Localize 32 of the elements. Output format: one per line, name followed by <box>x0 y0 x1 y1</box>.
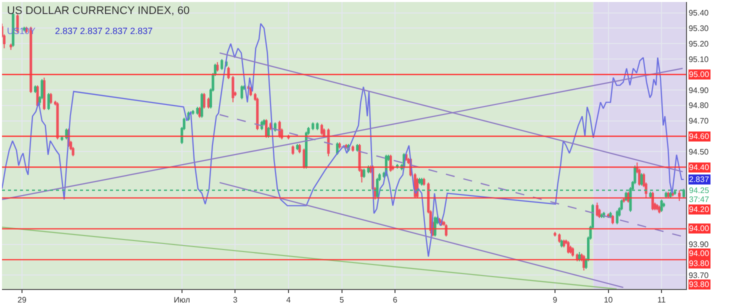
ref-line-label: 94.20 <box>689 205 710 214</box>
x-tick-label: 6 <box>392 296 398 305</box>
text: 93.80 <box>689 280 710 289</box>
ref-line-label: 93.80 <box>689 259 710 268</box>
y-tick-label: 94.70 <box>688 116 710 126</box>
ref-line-label: 94.00 <box>689 224 710 233</box>
ref-line-label: 95.00 <box>689 70 710 79</box>
x-tick-label: 10 <box>604 296 614 305</box>
chart-title: US DOLLAR CURRENCY INDEX, 60 <box>7 5 190 17</box>
ref-line-label: 94.40 <box>689 163 710 172</box>
y-tick-label: 94.90 <box>688 86 710 95</box>
y-tick-label: 93.90 <box>688 240 710 250</box>
ref-line-label: 94.25 <box>689 186 710 195</box>
ref-line-label: 94.60 <box>689 132 710 141</box>
y-tick-label: 95.40 <box>688 8 710 18</box>
text: 94.00 <box>689 249 710 258</box>
x-tick-label: 29 <box>18 296 27 305</box>
y-tick-label: 95.10 <box>688 54 710 64</box>
x-tick-label: Июл <box>174 296 190 305</box>
y-tick-label: 95.20 <box>688 39 710 48</box>
x-tick-label: 3 <box>232 296 238 305</box>
y-tick-label: 94.50 <box>688 147 710 156</box>
x-tick-label: 11 <box>657 296 666 305</box>
annotation: 2.837 2.837 2.837 2.837 <box>55 26 153 36</box>
x-tick-label: 4 <box>286 296 292 305</box>
y-tick-label: 95.30 <box>688 24 710 34</box>
annotation: 2.837 <box>689 175 710 184</box>
x-tick-label: 9 <box>552 296 558 305</box>
y-tick-label: 93.70 <box>688 270 710 280</box>
text: 37:47 <box>689 195 710 204</box>
y-tick-label: 94.80 <box>688 101 710 110</box>
x-tick-label: 5 <box>340 296 345 305</box>
